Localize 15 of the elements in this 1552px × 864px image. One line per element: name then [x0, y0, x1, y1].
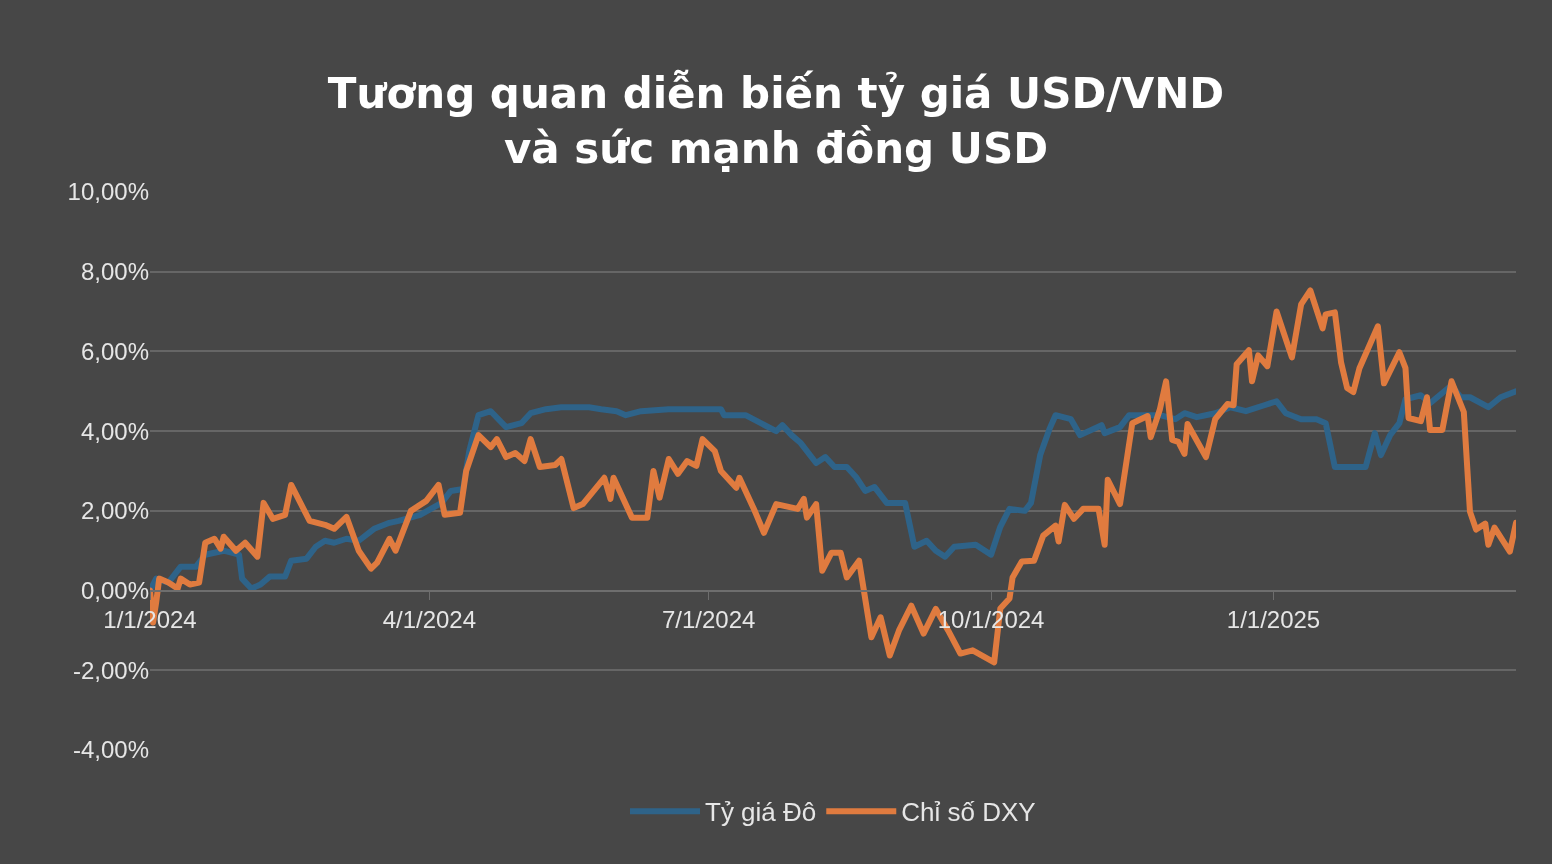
x-tick-label: 7/1/2024: [661, 606, 756, 634]
legend-label: Tỷ giá Đô: [705, 797, 817, 828]
y-tick-label: 2,00%: [80, 497, 149, 525]
y-tick-label: 4,00%: [80, 417, 149, 445]
legend-label: Chỉ số DXY: [901, 797, 1036, 828]
x-tick-label: 1/1/2025: [1226, 606, 1321, 634]
y-tick-label: 0,00%: [80, 576, 149, 604]
y-tick-label: -2,00%: [72, 656, 149, 684]
x-tick-label: 1/1/2024: [103, 606, 197, 634]
y-tick-label: 8,00%: [80, 258, 149, 286]
y-tick-label: -4,00%: [72, 736, 149, 764]
y-tick-label: 10,00%: [67, 178, 149, 206]
chart-title: Tương quan diễn biến tỷ giá USD/VND và sức mạnh đồng USD: [327, 69, 1225, 173]
x-tick-label: 4/1/2024: [382, 606, 477, 634]
y-tick-label: 6,00%: [80, 337, 149, 365]
